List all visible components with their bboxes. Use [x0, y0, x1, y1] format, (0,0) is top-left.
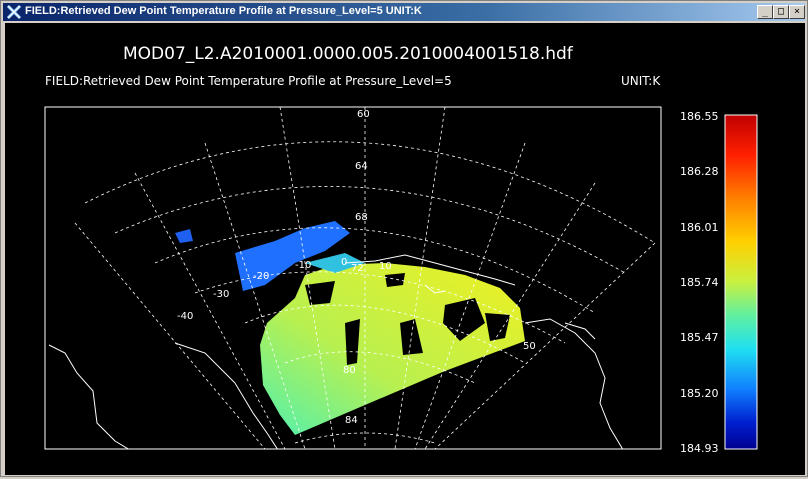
data-swath-mid: [305, 253, 365, 273]
map-area: 60 64 68 72 80 84 -40 -30 -20 -10 0 10 5…: [48, 107, 656, 449]
map-frame: [44, 106, 662, 450]
lat-label-80: 80: [343, 365, 356, 376]
colorbar-tick-6: 184.93: [680, 442, 719, 455]
minimize-button[interactable]: _: [757, 5, 773, 19]
lon-label-neg20: -20: [253, 271, 269, 282]
colorbar-tick-3: 185.74: [680, 276, 719, 289]
idl-app-icon: [6, 4, 22, 20]
lat-label-64: 64: [355, 161, 368, 172]
colorbar: [724, 114, 758, 450]
colorbar-tick-4: 185.47: [680, 331, 719, 344]
window-title: FIELD:Retrieved Dew Point Temperature Pr…: [25, 5, 422, 17]
maximize-button[interactable]: □: [773, 5, 789, 19]
plot-svg: MOD07_L2.A2010001.0000.005.2010004001518…: [44, 44, 758, 455]
lon-label-neg10: -10: [295, 260, 311, 271]
lat-label-60: 60: [357, 109, 370, 120]
file-title: MOD07_L2.A2010001.0000.005.2010004001518…: [123, 44, 574, 64]
colorbar-tick-5: 185.20: [680, 387, 719, 400]
data-gaps: [305, 273, 510, 365]
title-bar[interactable]: FIELD:Retrieved Dew Point Temperature Pr…: [3, 3, 805, 21]
colorbar-tick-2: 186.01: [680, 221, 719, 234]
lon-label-10: 10: [379, 261, 392, 272]
data-swath: [260, 263, 525, 435]
lon-label-50: 50: [523, 341, 536, 352]
data-swath-upper: [235, 221, 350, 291]
colorbar-tick-1: 186.28: [680, 165, 719, 178]
plot-canvas: MOD07_L2.A2010001.0000.005.2010004001518…: [5, 23, 805, 475]
unit-label: UNIT:K: [621, 74, 661, 88]
lon-label-neg30: -30: [213, 289, 229, 300]
colorbar-tick-0: 186.55: [680, 110, 719, 123]
lon-label-0: 0: [341, 257, 347, 268]
lat-label-72: 72: [351, 263, 364, 274]
close-button[interactable]: ×: [789, 5, 805, 19]
graticule: [74, 107, 656, 449]
lon-label-neg40: -40: [177, 311, 193, 322]
field-label: FIELD:Retrieved Dew Point Temperature Pr…: [45, 74, 452, 88]
data-swath-left: [175, 229, 193, 243]
lat-label-68: 68: [355, 212, 368, 223]
lat-label-84: 84: [345, 415, 358, 426]
coastlines: [48, 254, 624, 449]
